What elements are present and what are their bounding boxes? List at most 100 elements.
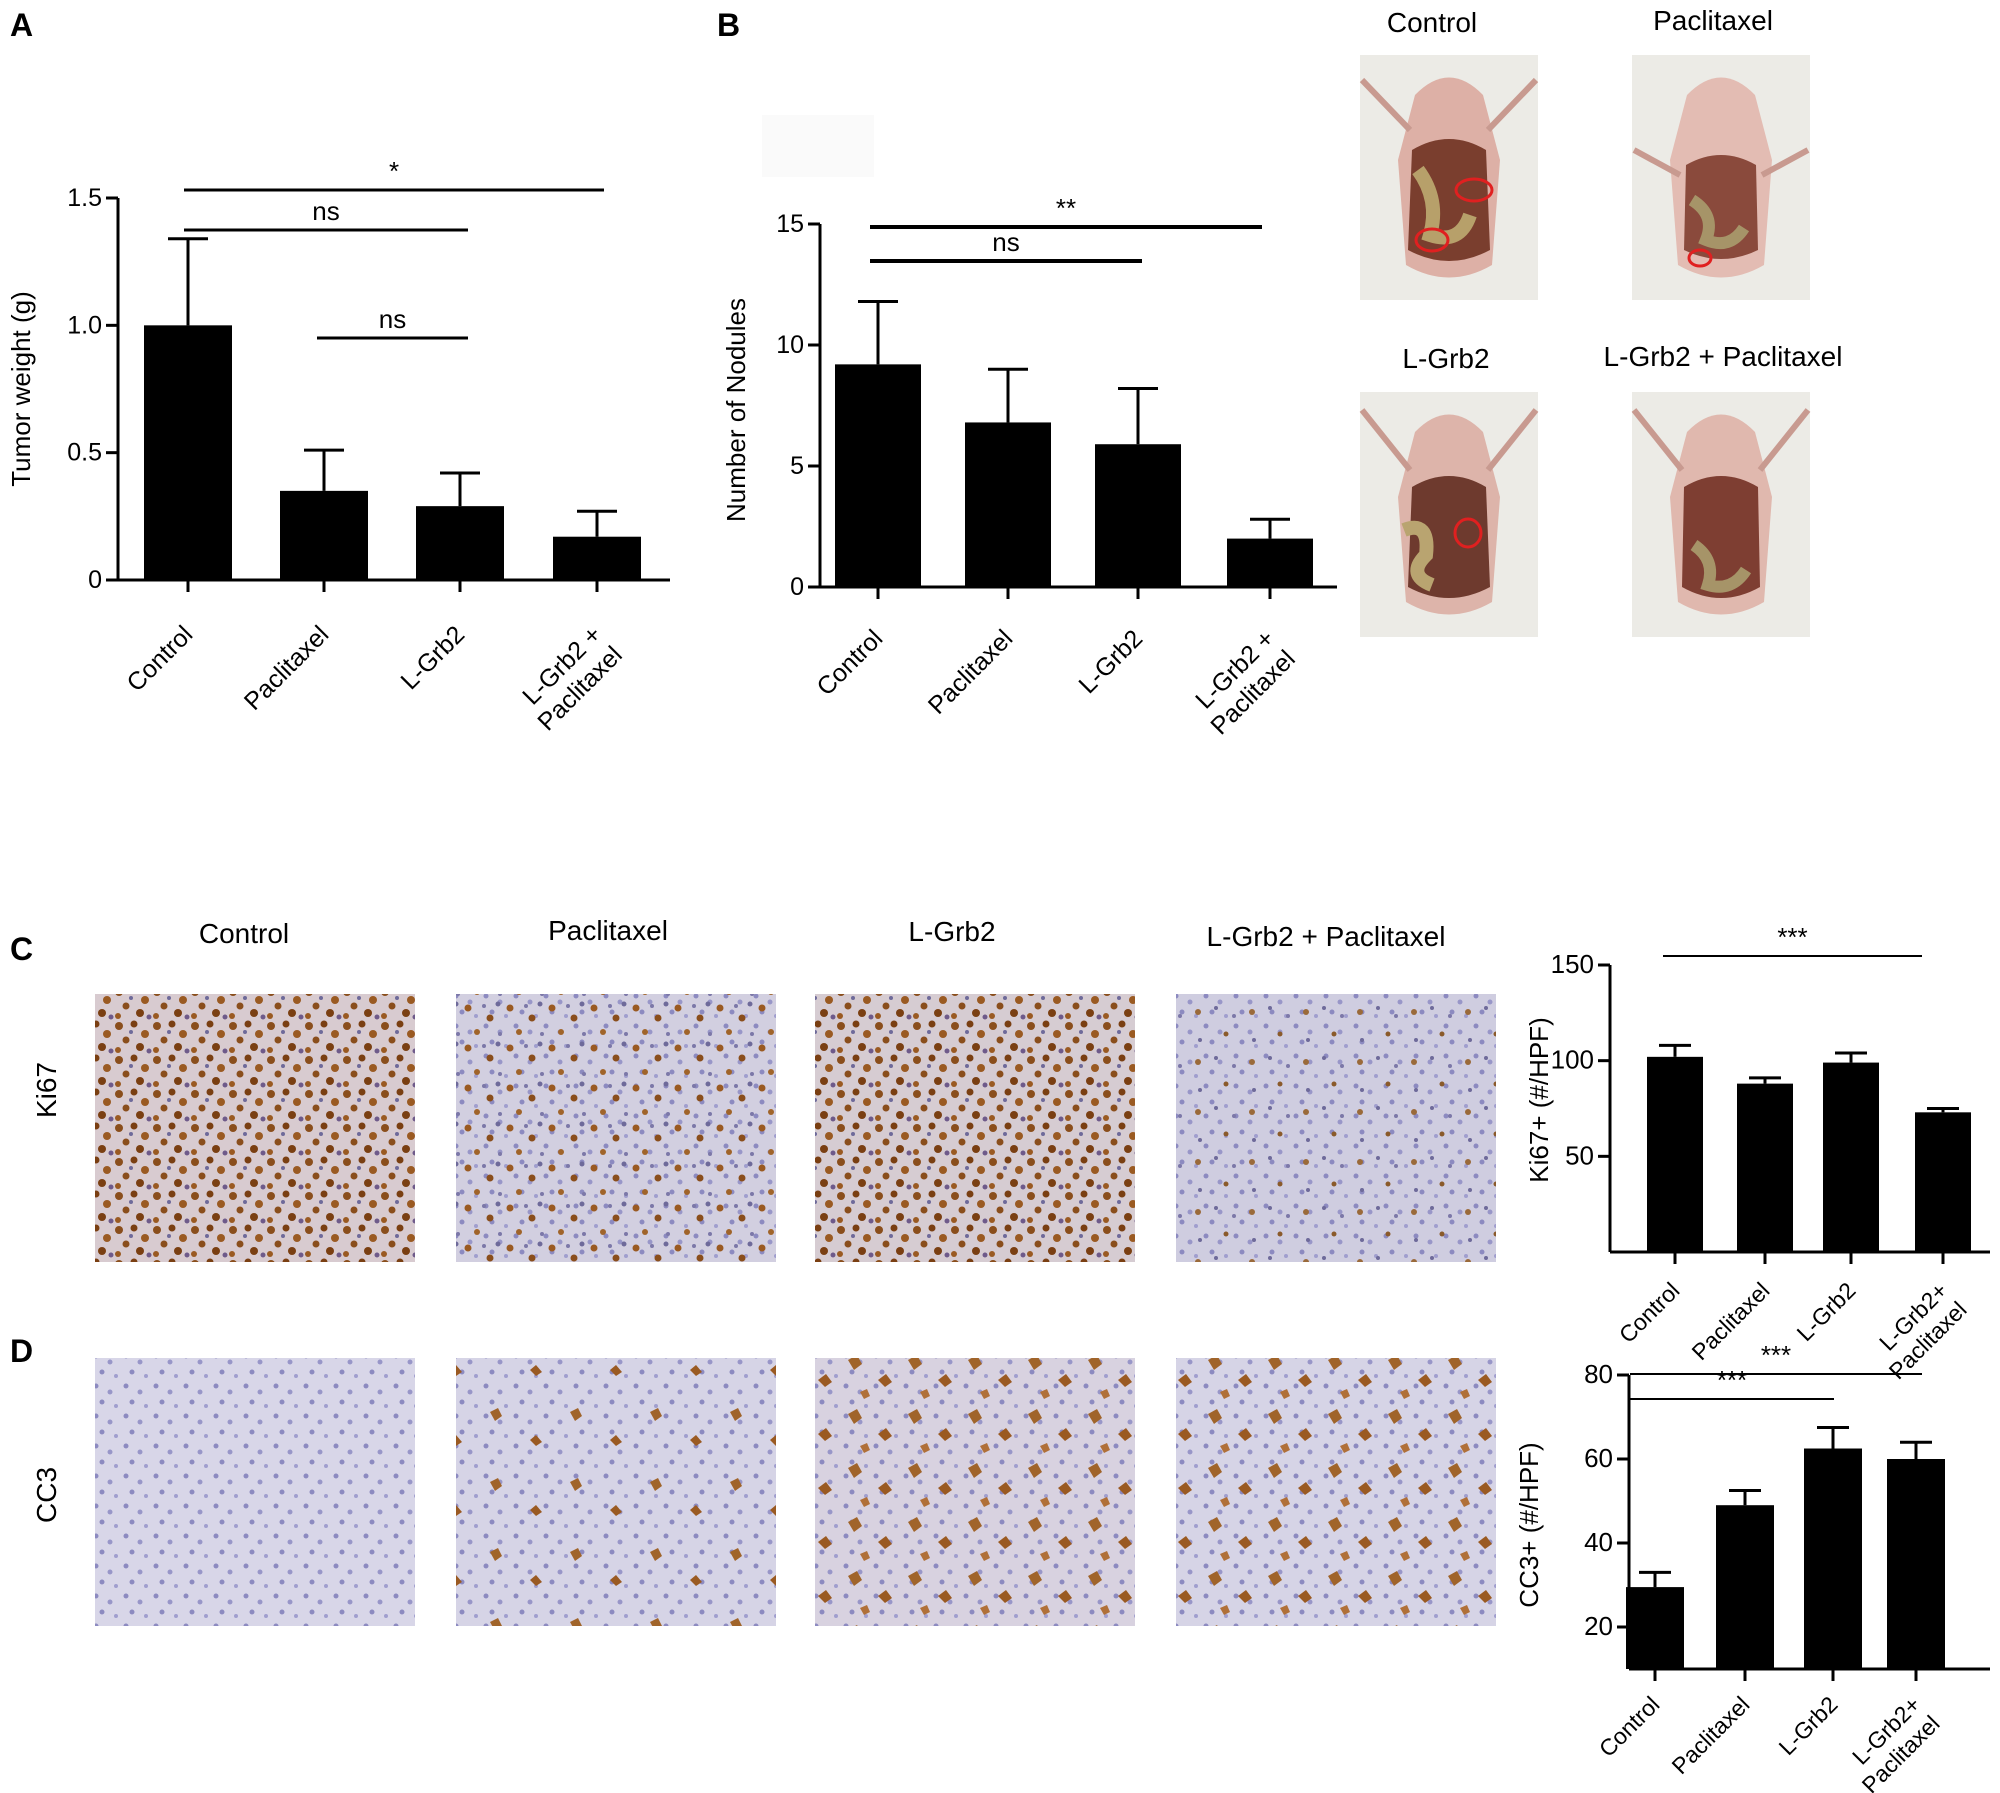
bar (1823, 1062, 1879, 1252)
y-tick-label: 50 (1565, 1140, 1594, 1170)
histology-ki67-control (95, 994, 415, 1262)
category-label: L-Grb2+Paclitaxel (1838, 1691, 1945, 1793)
histology-title-combo: L-Grb2 + Paclitaxel (1207, 921, 1446, 952)
panel-label-a: A (10, 7, 33, 43)
category-label-line: L-Grb2 (1792, 1277, 1861, 1346)
histology-cc3-combo (1176, 1358, 1496, 1626)
y-tick-label: 15 (776, 210, 804, 238)
category-label: L-Grb2 (1774, 1691, 1843, 1760)
y-tick-label: 20 (1584, 1611, 1613, 1641)
y-tick-label: 0 (88, 566, 102, 594)
bar (144, 325, 232, 580)
significance-label: * (389, 156, 399, 186)
category-label-line: Paclitaxel (1667, 1691, 1755, 1779)
y-tick-label: 150 (1551, 949, 1594, 979)
significance-label: *** (1717, 1365, 1747, 1395)
chart-nodules: 0 5 10 15 Number of Nodules Control Paclitaxel… (721, 193, 1337, 740)
mouse-photo-paclitaxel (1632, 55, 1810, 300)
histology-ki67-paclitaxel (456, 994, 776, 1262)
category-label-line: L-Grb2 (1073, 624, 1148, 699)
y-axis-label: CC3+ (#/HPF) (1514, 1442, 1544, 1607)
bar (965, 422, 1051, 587)
significance-label: ns (992, 227, 1019, 257)
panel-label-d: D (10, 1333, 33, 1369)
bar (1227, 538, 1313, 587)
y-tick-label: 1.0 (67, 311, 102, 339)
y-axis-label: Ki67+ (#/HPF) (1524, 1017, 1554, 1182)
category-label-line: L-Grb2 (1774, 1691, 1843, 1760)
category-label: Control (1594, 1691, 1665, 1762)
category-label: Paclitaxel (1667, 1691, 1755, 1779)
histology-grid: Control Paclitaxel L-Grb2 L-Grb2 + Pacli… (31, 915, 1496, 1626)
mouse-title-control: Control (1387, 7, 1477, 38)
category-label: Paclitaxel (239, 620, 334, 715)
category-label: L-Grb2 (1073, 624, 1148, 699)
significance-label: *** (1777, 922, 1807, 952)
category-label: Control (811, 624, 888, 701)
y-tick-label: 0.5 (67, 439, 102, 467)
histology-title-lgrb2: L-Grb2 (908, 916, 995, 947)
bar (1647, 1056, 1703, 1252)
histology-cc3-paclitaxel (456, 1358, 776, 1626)
bar (1716, 1505, 1774, 1669)
category-label-line: Control (121, 620, 198, 697)
bar (1626, 1587, 1684, 1669)
category-label: L-Grb2 +Paclitaxel (1185, 624, 1301, 740)
y-axis-label: Number of Nodules (721, 298, 751, 522)
bar (1804, 1448, 1862, 1669)
bar (835, 364, 921, 587)
bar (1887, 1459, 1945, 1669)
significance-label: ** (1056, 193, 1076, 223)
mouse-photo-combo (1631, 392, 1811, 637)
significance-label: *** (1761, 1340, 1791, 1370)
histology-title-paclitaxel: Paclitaxel (548, 915, 668, 946)
y-tick-label: 1.5 (67, 184, 102, 212)
histology-ki67-lgrb2 (815, 994, 1135, 1262)
mouse-title-lgrb2: L-Grb2 (1402, 343, 1489, 374)
chart-cc3: 20 40 60 80 CC3+ (#/HPF) Control Paclitaxel L-G… (1514, 1340, 1990, 1793)
mouse-photo-control (1359, 55, 1539, 300)
category-label: L-Grb2 +Paclitaxel (512, 620, 628, 736)
y-tick-label: 40 (1584, 1527, 1613, 1557)
panel-label-b: B (717, 7, 740, 43)
chart-tumor-weight: 0 0.5 1.0 1.5 Tumor weight (g) Control Paclita… (6, 156, 670, 736)
bar (1915, 1112, 1971, 1252)
mouse-photo-lgrb2 (1359, 392, 1539, 637)
bar (1095, 444, 1181, 587)
y-tick-label: 60 (1584, 1443, 1613, 1473)
significance-label: ns (379, 304, 406, 334)
category-label: Control (1614, 1277, 1685, 1348)
mouse-title-paclitaxel: Paclitaxel (1653, 5, 1773, 36)
category-label: L-Grb2 (395, 620, 470, 695)
category-label: Control (121, 620, 198, 697)
category-label: Paclitaxel (923, 624, 1018, 719)
row-label-cc3: CC3 (31, 1467, 62, 1523)
y-tick-label: 80 (1584, 1359, 1613, 1389)
blank-patch (762, 115, 874, 177)
y-tick-label: 5 (790, 452, 804, 480)
category-label-line: L-Grb2 (395, 620, 470, 695)
histology-ki67-combo (1176, 994, 1496, 1262)
y-tick-label: 100 (1551, 1045, 1594, 1075)
category-label-line: Paclitaxel (923, 624, 1018, 719)
histology-cc3-lgrb2 (815, 1358, 1135, 1626)
significance-label: ns (312, 196, 339, 226)
y-tick-label: 0 (790, 573, 804, 601)
mouse-photo-grid: Control Paclitaxel L-Grb2 L-Grb2 + Pacli… (1359, 5, 1843, 637)
category-label: L-Grb2 (1792, 1277, 1861, 1346)
panel-label-c: C (10, 931, 33, 967)
category-label-line: Control (1614, 1277, 1685, 1348)
bar (553, 536, 641, 580)
bar (416, 506, 504, 580)
mouse-title-combo: L-Grb2 + Paclitaxel (1604, 341, 1843, 372)
category-label-line: Control (811, 624, 888, 701)
bar (280, 490, 368, 580)
histology-cc3-control (95, 1358, 415, 1626)
y-tick-label: 10 (776, 331, 804, 359)
y-axis-label: Tumor weight (g) (6, 291, 36, 487)
category-label-line: Paclitaxel (239, 620, 334, 715)
histology-title-control: Control (199, 918, 289, 949)
bar (1737, 1083, 1793, 1252)
